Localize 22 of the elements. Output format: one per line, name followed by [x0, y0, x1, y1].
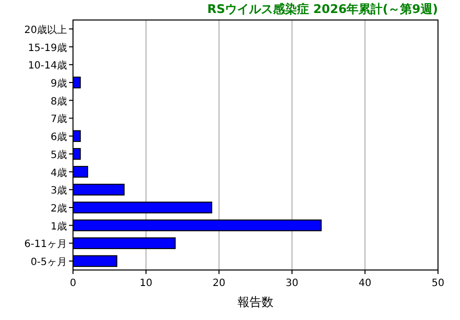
- y-tick-label: 15-19歳: [28, 42, 67, 54]
- chart-title: RSウイルス感染症 2026年累計(～第9週): [207, 2, 438, 16]
- x-tick-label: 20: [212, 278, 226, 289]
- y-tick-label: 6-11ヶ月: [24, 239, 67, 250]
- x-tick-label: 0: [70, 278, 76, 289]
- y-tick-label: 1歳: [50, 220, 67, 232]
- x-axis-title: 報告数: [238, 295, 274, 309]
- y-tick-label: 2歳: [50, 202, 67, 214]
- x-tick-label: 10: [140, 278, 152, 289]
- y-tick-label: 0-5ヶ月: [30, 257, 67, 268]
- y-tick-label: 4歳: [50, 166, 67, 179]
- y-tick-label: 7歳: [50, 113, 67, 126]
- y-tick-label: 5歳: [50, 148, 67, 161]
- x-tick-label: 50: [432, 278, 444, 289]
- y-tick-label: 20歳以上: [24, 24, 67, 36]
- y-tick-label: 8歳: [50, 95, 67, 108]
- x-tick-label: 40: [358, 278, 372, 289]
- y-tick-label: 9歳: [50, 78, 67, 90]
- x-tick-label: 30: [286, 278, 298, 289]
- y-tick-label: 3歳: [50, 184, 67, 197]
- y-tick-label: 10-14歳: [28, 60, 67, 72]
- y-tick-label: 6歳: [50, 131, 67, 144]
